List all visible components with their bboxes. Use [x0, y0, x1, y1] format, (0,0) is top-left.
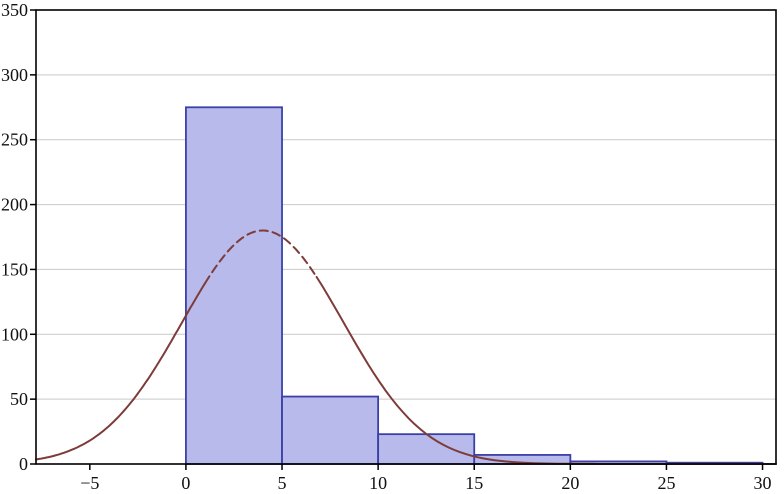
x-tick-label: 5 — [278, 473, 287, 493]
histogram-bar — [377, 433, 476, 465]
x-tick-label: 20 — [561, 473, 579, 493]
x-tick-label: 25 — [657, 473, 675, 493]
normal-fit-curve — [204, 229, 318, 285]
histogram-bar — [281, 395, 380, 465]
y-tick-label: 200 — [1, 195, 28, 215]
y-tick-label: 250 — [1, 130, 28, 150]
y-tick-label: 100 — [1, 324, 28, 344]
x-tick-label: 15 — [465, 473, 483, 493]
y-tick-label: 300 — [1, 65, 28, 85]
x-tick-label: 30 — [754, 473, 772, 493]
x-tick-label: 10 — [369, 473, 387, 493]
y-tick-label: 150 — [1, 259, 28, 279]
y-tick-label: 0 — [19, 454, 28, 474]
y-tick-label: 350 — [1, 0, 28, 20]
normal-fit-curve — [35, 282, 207, 461]
y-tick-label: 50 — [10, 389, 28, 409]
plot-frame — [35, 9, 777, 465]
x-tick-label: −5 — [80, 473, 99, 493]
x-tick-label: 0 — [181, 473, 190, 493]
histogram-bar — [185, 106, 283, 465]
